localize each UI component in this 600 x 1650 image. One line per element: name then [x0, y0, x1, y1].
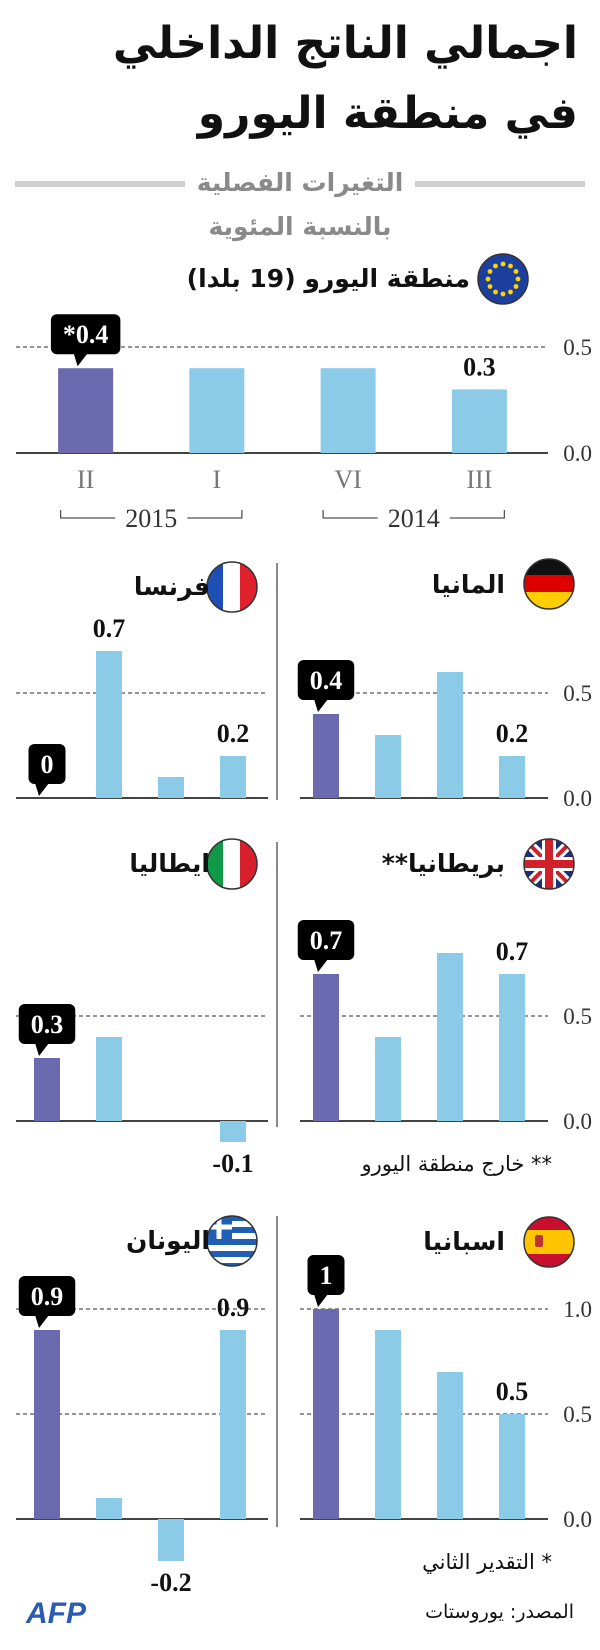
callout-box	[50, 314, 121, 355]
bar	[375, 735, 401, 798]
flag-greece	[206, 1215, 258, 1267]
callout-pointer	[314, 1294, 328, 1307]
bar	[437, 953, 463, 1121]
subtitle: التغيرات الفصلية	[196, 168, 404, 197]
bar	[499, 756, 525, 798]
flag-france	[206, 561, 258, 613]
flag-italy	[206, 838, 258, 890]
bar	[313, 974, 339, 1121]
group-label: 2015	[125, 504, 177, 533]
panel-title: منطقة اليورو (19 بلدا)	[186, 264, 470, 293]
value-label: -0.2	[150, 1568, 191, 1597]
title: اجمالي الناتج الداخلي	[112, 18, 578, 69]
bar	[34, 1058, 60, 1121]
value-label: 1	[320, 1261, 333, 1290]
y-tick-label: 0.5	[563, 1004, 592, 1029]
bar	[158, 1519, 184, 1561]
value-label: 0.2	[496, 719, 529, 748]
bar	[499, 974, 525, 1121]
group-bracket	[59, 510, 243, 519]
source: المصدر: يوروستات	[425, 1601, 574, 1623]
callout-pointer	[314, 699, 328, 712]
value-label: 0	[41, 750, 54, 779]
callout-box	[307, 1255, 345, 1295]
bar	[96, 1498, 122, 1519]
bar	[220, 1121, 246, 1142]
bar	[220, 1330, 246, 1519]
callout-pointer	[73, 353, 88, 367]
flag-germany	[523, 558, 575, 610]
y-tick-label: 1.0	[563, 1297, 592, 1322]
panel-title: ايطاليا	[129, 849, 210, 878]
callout-pointer	[35, 783, 49, 796]
callout-box	[297, 920, 355, 960]
value-label: 0.4	[310, 666, 343, 695]
bar	[96, 1037, 122, 1121]
x-tick-label: VI	[334, 465, 361, 494]
footnote: ** خارج منطقة اليورو	[361, 1152, 553, 1176]
bar	[220, 756, 246, 798]
group-label: 2014	[388, 504, 440, 533]
panel-title: فرنسا	[133, 572, 210, 601]
bar	[34, 1330, 60, 1519]
callout-pointer	[35, 1315, 49, 1328]
x-tick-label: II	[77, 465, 94, 494]
flag-eu	[477, 253, 529, 305]
bar	[158, 777, 184, 798]
bar	[375, 1330, 401, 1519]
value-label: 0.3	[31, 1010, 64, 1039]
bar	[437, 672, 463, 798]
callout-box	[28, 744, 66, 784]
y-tick-label: 0.0	[563, 786, 592, 811]
value-label: *0.4	[63, 320, 109, 349]
bar	[499, 1414, 525, 1519]
bar	[313, 1309, 339, 1519]
footnote: * التقدير الثاني	[422, 1550, 552, 1574]
bar	[451, 389, 507, 453]
x-tick-label: III	[466, 465, 492, 494]
value-label: 0.7	[310, 926, 343, 955]
logo: AFP	[25, 1597, 87, 1630]
panel-title: بريطانيا**	[381, 849, 505, 878]
value-label: 0.9	[31, 1282, 64, 1311]
value-label: 0.5	[496, 1377, 529, 1406]
bar	[189, 368, 245, 453]
value-label: 0.9	[217, 1293, 250, 1322]
panel-title: اليونان	[126, 1226, 210, 1255]
bar	[96, 651, 122, 798]
flag-uk	[523, 838, 575, 890]
callout-pointer	[35, 1043, 49, 1056]
panel-title: اسبانيا	[423, 1227, 505, 1256]
y-tick-label: 0.5	[563, 335, 592, 360]
callout-box	[18, 1276, 76, 1316]
flag-spain	[523, 1216, 575, 1268]
y-tick-label: 0.5	[563, 1402, 592, 1427]
y-tick-label: 0.0	[563, 441, 592, 466]
subtitle: بالنسبة المئوية	[208, 212, 392, 241]
x-tick-label: I	[213, 465, 222, 494]
value-label: 0.7	[93, 614, 126, 643]
bar	[313, 714, 339, 798]
title: في منطقة اليورو	[197, 88, 578, 139]
bar	[375, 1037, 401, 1121]
value-label: -0.1	[212, 1149, 253, 1178]
value-label: 0.7	[496, 937, 529, 966]
bar	[320, 368, 376, 453]
y-tick-label: 0.5	[563, 681, 592, 706]
y-tick-label: 0.0	[563, 1109, 592, 1134]
group-bracket	[322, 510, 506, 519]
callout-pointer	[314, 959, 328, 972]
value-label: 0.3	[463, 352, 496, 381]
y-tick-label: 0.0	[563, 1507, 592, 1532]
callout-box	[18, 1004, 76, 1044]
callout-box	[297, 660, 355, 700]
value-label: 0.2	[217, 719, 250, 748]
panel-title: المانيا	[431, 570, 505, 599]
bar	[58, 368, 114, 453]
bar	[437, 1372, 463, 1519]
